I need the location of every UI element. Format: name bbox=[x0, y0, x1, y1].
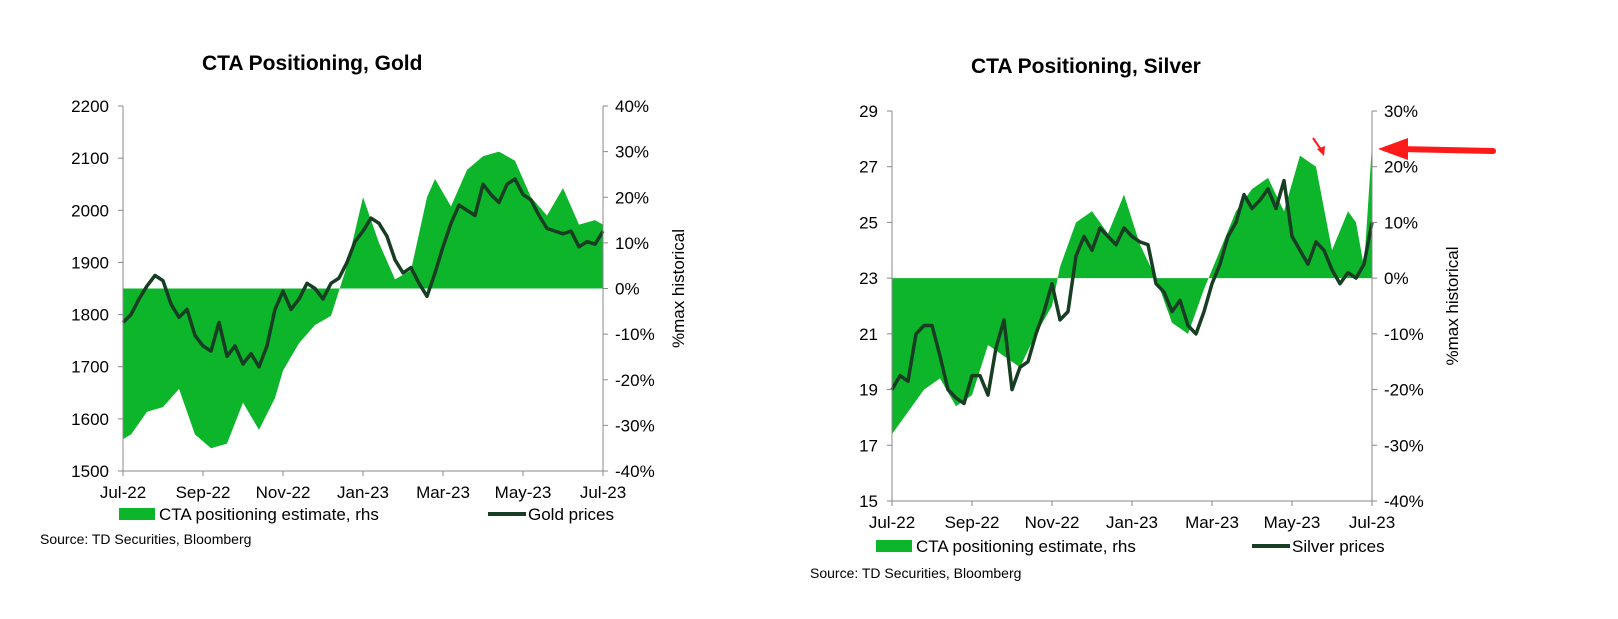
y-right-tick-label: -20% bbox=[1384, 381, 1424, 400]
gold-chart: 1500 1600 1700 1800 1900 2000 2100 2200 -40% -30%… bbox=[71, 97, 688, 524]
chart-source: Source: TD Securities, Bloomberg bbox=[40, 531, 252, 547]
y-left-tick-label: 27 bbox=[859, 158, 878, 177]
x-tick-label: Mar-23 bbox=[1185, 513, 1239, 532]
y-right-tick-label: 10% bbox=[615, 234, 649, 253]
y-right-tick-label: 0% bbox=[1384, 269, 1409, 288]
y-right-tick-label: 40% bbox=[615, 97, 649, 116]
y-left-tick-label: 21 bbox=[859, 325, 878, 344]
chart-title: CTA Positioning, Silver bbox=[971, 55, 1201, 78]
y-left-tick-label: 2100 bbox=[71, 149, 109, 168]
arrow-annotation bbox=[1397, 146, 1496, 154]
x-tick-label: Jul-22 bbox=[869, 513, 915, 532]
y-left-tick-label: 1800 bbox=[71, 306, 109, 325]
arrow-annotation-head bbox=[1378, 138, 1408, 160]
y-right-tick-label: 10% bbox=[1384, 213, 1418, 232]
x-tick-label: May-23 bbox=[1264, 513, 1321, 532]
y-right-axis-label: %max historical bbox=[669, 229, 688, 348]
y-left-tick-label: 2000 bbox=[71, 201, 109, 220]
y-right-tick-label: 30% bbox=[615, 143, 649, 162]
y-right-tick-label: -10% bbox=[1384, 325, 1424, 344]
legend-label-area: CTA positioning estimate, rhs bbox=[916, 537, 1136, 556]
y-left-tick-label: 25 bbox=[859, 213, 878, 232]
x-tick-label: Jan-23 bbox=[337, 483, 389, 502]
y-right-tick-label: -40% bbox=[615, 462, 655, 481]
legend-label-line: Silver prices bbox=[1292, 537, 1385, 556]
y-left-tick-label: 1700 bbox=[71, 358, 109, 377]
y-right-tick-label: -30% bbox=[1384, 436, 1424, 455]
y-left-tick-label: 15 bbox=[859, 492, 878, 511]
gold-chart-panel: CTA Positioning, Gold 1500 1600 1700 1800 19… bbox=[0, 0, 800, 619]
y-left-tick-label: 1900 bbox=[71, 253, 109, 272]
y-right-tick-label: 30% bbox=[1384, 102, 1418, 121]
x-tick-label: Jul-23 bbox=[580, 483, 626, 502]
silver-chart: 15 17 19 21 23 25 27 29 -40% -30% -20% -10% 0% 10% 20%… bbox=[859, 102, 1462, 556]
legend-swatch-area bbox=[876, 540, 912, 552]
y-right-tick-label: 20% bbox=[1384, 158, 1418, 177]
arrow-annotation-svg bbox=[1312, 137, 1496, 160]
cta-positioning-area bbox=[892, 144, 1372, 435]
x-tick-label: Nov-22 bbox=[1025, 513, 1080, 532]
y-left-tick-label: 19 bbox=[859, 381, 878, 400]
y-left-tick-label: 29 bbox=[859, 102, 878, 121]
chart-source: Source: TD Securities, Bloomberg bbox=[810, 565, 1022, 581]
x-tick-label: Sep-22 bbox=[945, 513, 1000, 532]
x-tick-label: Jan-23 bbox=[1106, 513, 1158, 532]
y-right-tick-label: 0% bbox=[615, 280, 640, 299]
x-tick-label: Nov-22 bbox=[256, 483, 311, 502]
silver-chart-panel: CTA Positioning, Silver 15 17 19 21 23 25 27 29… bbox=[800, 0, 1618, 619]
x-tick-label: Sep-22 bbox=[176, 483, 231, 502]
price-line bbox=[121, 177, 605, 369]
chart-title: CTA Positioning, Gold bbox=[202, 52, 423, 75]
legend-label-area: CTA positioning estimate, rhs bbox=[159, 505, 379, 524]
arrow-annotation-small-head bbox=[1317, 146, 1325, 156]
y-left-tick-label: 2200 bbox=[71, 97, 109, 116]
y-right-tick-label: 20% bbox=[615, 188, 649, 207]
y-right-tick-label: -30% bbox=[615, 416, 655, 435]
cta-positioning-area bbox=[123, 151, 603, 449]
legend-label-line: Gold prices bbox=[528, 505, 614, 524]
legend-swatch-area bbox=[119, 508, 155, 520]
y-left-tick-label: 17 bbox=[859, 436, 878, 455]
x-tick-label: Jul-23 bbox=[1349, 513, 1395, 532]
y-right-tick-label: -40% bbox=[1384, 492, 1424, 511]
y-left-tick-label: 1600 bbox=[71, 410, 109, 429]
y-right-axis-label: %max historical bbox=[1443, 246, 1462, 365]
y-left-tick-label: 1500 bbox=[71, 462, 109, 481]
y-left-tick-label: 23 bbox=[859, 269, 878, 288]
x-tick-label: May-23 bbox=[495, 483, 552, 502]
x-tick-label: Mar-23 bbox=[416, 483, 470, 502]
price-line bbox=[890, 178, 1374, 406]
x-tick-label: Jul-22 bbox=[100, 483, 146, 502]
y-right-tick-label: -20% bbox=[615, 371, 655, 390]
y-right-tick-label: -10% bbox=[615, 325, 655, 344]
